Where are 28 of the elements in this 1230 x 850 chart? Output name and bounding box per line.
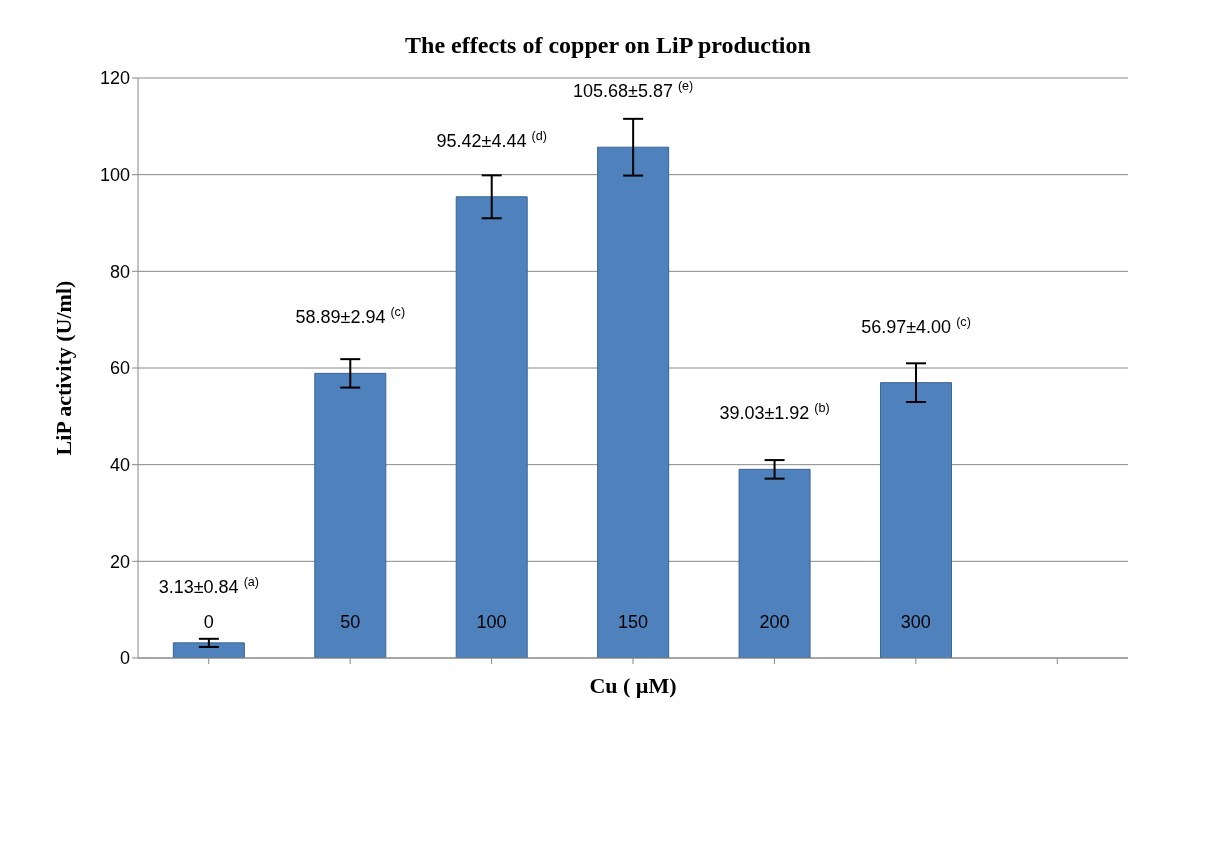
x-tick-label: 50: [340, 612, 361, 632]
x-tick-label: 200: [759, 612, 790, 632]
bar: [738, 468, 811, 658]
data-label: 58.89±2.94 $^{(c)}$: [295, 305, 406, 328]
data-label: 95.42±4.44 $^{(d)}$: [436, 128, 547, 151]
bar: [597, 146, 670, 658]
y-tick-label: 60: [109, 358, 130, 379]
y-tick-label: 80: [109, 261, 130, 282]
data-label: 105.68±5.87 $^{(e)}$: [572, 79, 694, 102]
x-tick-label: 0: [203, 612, 214, 632]
bar: [455, 196, 528, 658]
y-tick-label: 20: [109, 551, 130, 572]
data-label: 3.13±0.84 $^{(a)}$: [158, 574, 260, 597]
y-tick-label: 40: [109, 455, 130, 476]
y-tick-label: 100: [99, 165, 130, 186]
x-tick-label: 100: [476, 612, 507, 632]
data-label: 56.97±4.00 $^{(c)}$: [861, 314, 971, 337]
x-axis-title: Cu ( µM): [589, 673, 677, 698]
y-axis-title: LiP activity (U/ml): [50, 280, 76, 456]
chart-title: The effects of copper on LiP production: [405, 32, 811, 58]
x-tick-label: 300: [900, 612, 931, 632]
bar: [880, 382, 952, 658]
data-label: 39.03±1.92 $^{(b)}$: [719, 401, 830, 424]
bar: [172, 642, 245, 658]
x-tick-label: 150: [617, 612, 649, 632]
y-tick-label: 0: [119, 648, 130, 669]
bar: [314, 372, 387, 658]
y-tick-label: 120: [99, 68, 130, 89]
